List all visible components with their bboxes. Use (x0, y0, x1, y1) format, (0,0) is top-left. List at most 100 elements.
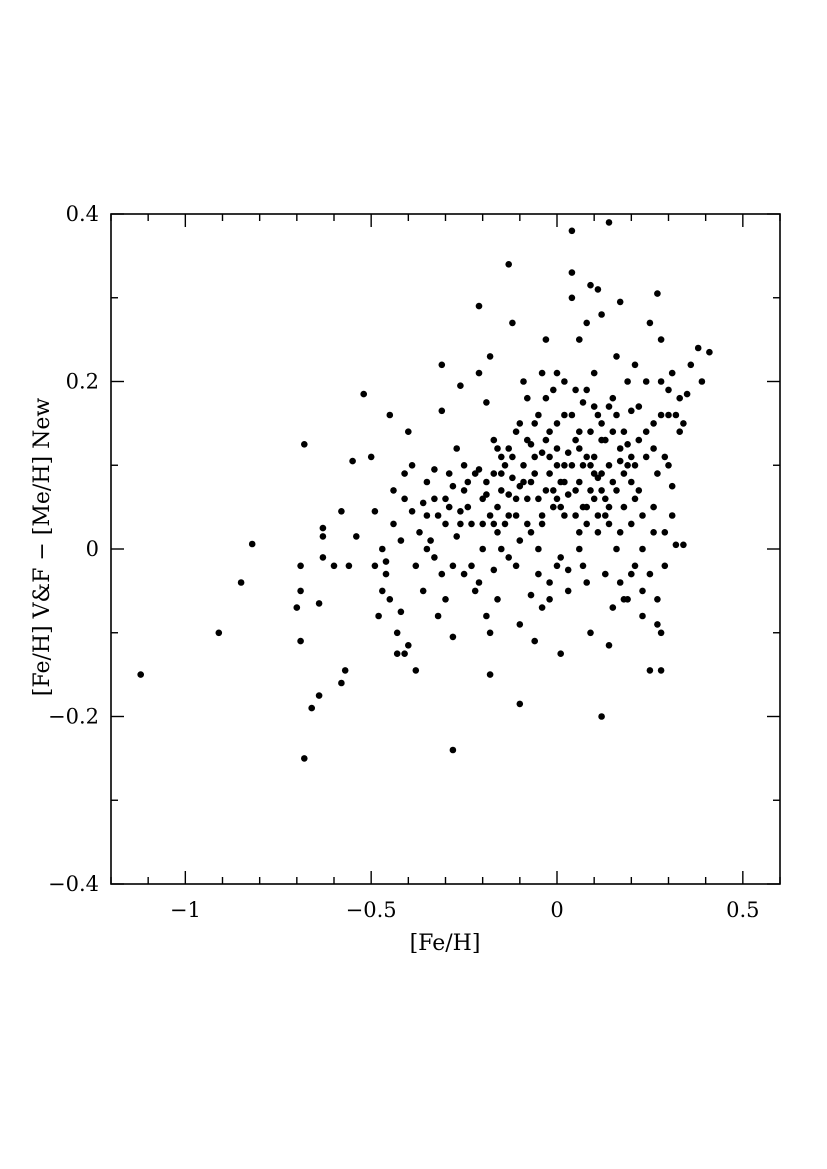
scatter-point (698, 378, 706, 385)
scatter-point (639, 587, 646, 595)
scatter-point (646, 319, 654, 327)
scatter-point (341, 667, 349, 674)
scatter-point (631, 495, 639, 503)
y-tick-label: 0.2 (66, 370, 99, 394)
scatter-point (353, 533, 360, 540)
scatter-point (505, 261, 512, 268)
scatter-point (650, 529, 657, 536)
scatter-point (371, 562, 379, 570)
scatter-point (524, 520, 531, 528)
scatter-point (431, 466, 438, 473)
scatter-point (650, 503, 657, 511)
scatter-point (616, 445, 624, 452)
scatter-point (431, 495, 438, 503)
scatter-point (576, 445, 583, 452)
scatter-point (590, 403, 598, 410)
scatter-point (598, 487, 605, 494)
scatter-point (542, 436, 550, 444)
scatter-point (386, 596, 394, 603)
scatter-point (605, 520, 613, 528)
scatter-point (590, 470, 598, 477)
scatter-point (419, 499, 427, 507)
scatter-point (594, 411, 602, 419)
scatter-point (405, 428, 412, 436)
scatter-point (509, 474, 516, 482)
scatter-point (568, 227, 576, 235)
scatter-point (237, 579, 245, 586)
scatter-point (379, 545, 386, 553)
scatter-point (557, 554, 564, 561)
y-tick-label: −0.2 (48, 705, 99, 729)
scatter-point (661, 529, 669, 536)
scatter-point (694, 344, 702, 352)
scatter-point (631, 361, 639, 369)
scatter-point (657, 336, 665, 343)
scatter-point (587, 462, 594, 469)
scatter-point (579, 462, 587, 469)
scatter-point (464, 478, 472, 486)
scatter-point (479, 545, 487, 553)
scatter-point (583, 579, 590, 586)
scatter-point (345, 562, 353, 570)
scatter-point (602, 512, 609, 519)
scatter-point (609, 394, 617, 402)
scatter-point (512, 428, 520, 436)
x-tick-label: 0 (550, 898, 563, 922)
scatter-point (349, 457, 356, 465)
scatter-point (687, 361, 695, 369)
scatter-point (550, 386, 557, 394)
scatter-point (672, 411, 680, 419)
scatter-point (445, 470, 453, 477)
scatter-point (371, 508, 379, 515)
scatter-point (524, 436, 531, 444)
scatter-point (616, 579, 624, 586)
scatter-point (494, 529, 501, 536)
x-tick-labels: −1 −0.5 0 0.5 (170, 898, 760, 922)
scatter-point (609, 604, 617, 611)
scatter-point (564, 491, 572, 498)
scatter-point (438, 570, 446, 578)
scatter-point (524, 394, 531, 402)
scatter-point (319, 533, 327, 540)
scatter-point (215, 629, 223, 637)
scatter-point (535, 570, 542, 578)
scatter-point (576, 336, 583, 343)
scatter-point (438, 361, 446, 369)
scatter-point (438, 407, 446, 415)
scatter-point (665, 411, 672, 419)
scatter-point (390, 487, 397, 494)
scatter-point (434, 512, 442, 519)
scatter-point (557, 650, 564, 657)
scatter-point (297, 562, 304, 570)
scatter-point (490, 470, 498, 477)
scatter-point (624, 462, 631, 469)
scatter-point (557, 503, 564, 511)
scatter-point (498, 545, 505, 553)
scatter-point (535, 545, 542, 553)
scatter-point (475, 466, 483, 473)
scatter-point (538, 369, 546, 377)
scatter-point (527, 529, 535, 536)
scatter-point (319, 554, 327, 561)
scatter-point (475, 369, 483, 377)
scatter-point (635, 487, 643, 494)
scatter-point (631, 562, 639, 570)
scatter-point (457, 382, 464, 390)
y-tick-label: −0.4 (48, 872, 99, 896)
scatter-point (665, 386, 672, 394)
scatter-point (512, 495, 520, 503)
scatter-point (624, 441, 631, 448)
scatter-point (516, 482, 524, 490)
scatter-point (628, 478, 635, 486)
scatter-point (620, 428, 628, 436)
scatter-point (468, 520, 475, 528)
scatter-point (442, 596, 449, 603)
scatter-point (390, 520, 397, 528)
scatter-point (680, 541, 687, 549)
scatter-point (401, 470, 408, 477)
scatter-point (620, 503, 628, 511)
scatter-point (561, 478, 568, 486)
scatter-point (646, 570, 654, 578)
scatter-point (561, 462, 568, 469)
scatter-point (550, 487, 557, 494)
